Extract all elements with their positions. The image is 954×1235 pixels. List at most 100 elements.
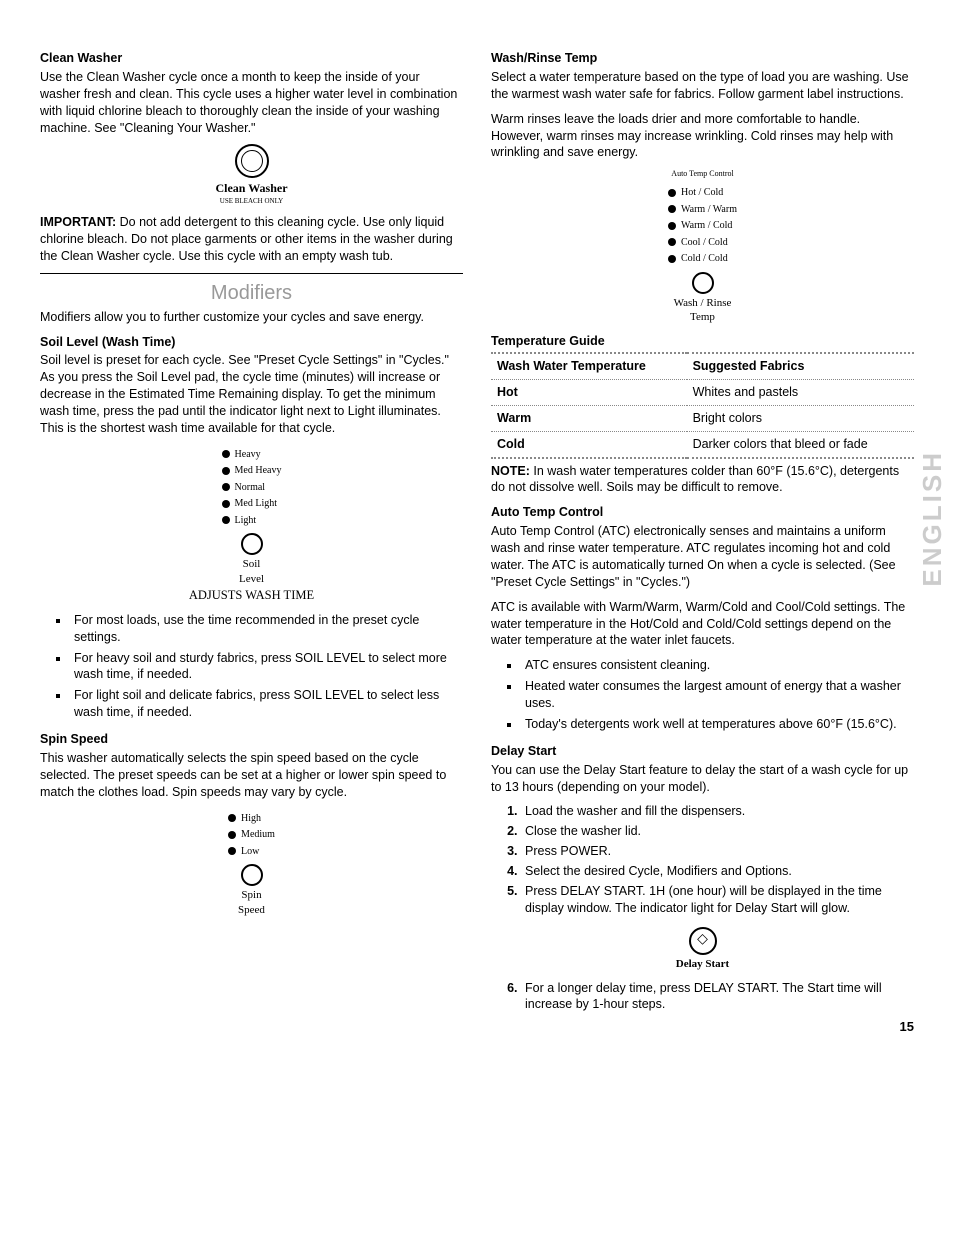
clean-washer-important: IMPORTANT: Do not add detergent to this … bbox=[40, 214, 463, 265]
list-item: For heavy soil and sturdy fabrics, press… bbox=[70, 650, 463, 684]
modifiers-intro: Modifiers allow you to further customize… bbox=[40, 309, 463, 326]
list-item: Press POWER. bbox=[521, 843, 914, 860]
soil-level-heading: Soil Level (Wash Time) bbox=[40, 334, 463, 351]
dot-icon bbox=[668, 238, 676, 246]
list-item: Heated water consumes the largest amount… bbox=[521, 678, 914, 712]
delay-steps-cont: For a longer delay time, press DELAY STA… bbox=[491, 980, 914, 1014]
atc-bullets: ATC ensures consistent cleaning. Heated … bbox=[491, 657, 914, 733]
knob-icon bbox=[692, 272, 714, 294]
page-number: 15 bbox=[900, 1018, 914, 1036]
temp-level-label: Cold / Cold bbox=[681, 253, 728, 264]
dot-icon bbox=[668, 222, 676, 230]
temp-guide-note: NOTE: In wash water temperatures colder … bbox=[491, 463, 914, 497]
soil-level-label: Normal bbox=[235, 482, 266, 493]
soil-level-label: Med Light bbox=[235, 498, 278, 509]
list-item: For most loads, use the time recommended… bbox=[70, 612, 463, 646]
spin-level-label: Low bbox=[241, 846, 259, 857]
wr-fig-cap2: Temp bbox=[491, 310, 914, 325]
temp-level-item: Cool / Cold bbox=[668, 236, 737, 250]
delay-start-heading: Delay Start bbox=[491, 743, 914, 760]
temp-level-item: Warm / Warm bbox=[668, 203, 737, 217]
dot-icon bbox=[668, 255, 676, 263]
left-column: Clean Washer Use the Clean Washer cycle … bbox=[40, 50, 463, 1023]
clean-washer-figure: Clean Washer USE BLEACH ONLY bbox=[40, 144, 463, 206]
spin-level-label: High bbox=[241, 813, 261, 824]
temp-col2: Suggested Fabrics bbox=[687, 353, 914, 379]
wash-rinse-figure: Auto Temp Control Hot / Cold Warm / Warm… bbox=[491, 169, 914, 325]
soil-level-item: Med Light bbox=[222, 497, 282, 511]
soil-level-body: Soil level is preset for each cycle. See… bbox=[40, 352, 463, 436]
soil-level-figure: Heavy Med Heavy Normal Med Light Light S… bbox=[40, 445, 463, 604]
section-divider bbox=[40, 273, 463, 274]
list-item: For light soil and delicate fabrics, pre… bbox=[70, 687, 463, 721]
wash-rinse-p1: Select a water temperature based on the … bbox=[491, 69, 914, 103]
delay-start-icon bbox=[689, 927, 717, 955]
temp-cell: Warm bbox=[491, 405, 687, 431]
washer-drum-icon bbox=[235, 144, 269, 178]
temp-cell: Darker colors that bleed or fade bbox=[687, 431, 914, 457]
temp-guide-heading: Temperature Guide bbox=[491, 333, 914, 350]
dot-icon bbox=[222, 500, 230, 508]
clean-washer-heading: Clean Washer bbox=[40, 50, 463, 67]
list-item: For a longer delay time, press DELAY STA… bbox=[521, 980, 914, 1014]
list-item: Select the desired Cycle, Modifiers and … bbox=[521, 863, 914, 880]
wr-fig-cap1: Wash / Rinse bbox=[491, 296, 914, 311]
clean-washer-fig-cap1: Clean Washer bbox=[40, 180, 463, 196]
soil-fig-cap2: Level bbox=[40, 572, 463, 587]
soil-level-item: Med Heavy bbox=[222, 464, 282, 478]
dot-icon bbox=[222, 483, 230, 491]
delay-start-intro: You can use the Delay Start feature to d… bbox=[491, 762, 914, 796]
soil-level-label: Light bbox=[235, 515, 257, 526]
dot-icon bbox=[668, 189, 676, 197]
page-columns: Clean Washer Use the Clean Washer cycle … bbox=[40, 50, 914, 1023]
spin-level-item: Low bbox=[228, 845, 275, 859]
soil-level-label: Med Heavy bbox=[235, 465, 282, 476]
list-item: Today's detergents work well at temperat… bbox=[521, 716, 914, 733]
dot-icon bbox=[222, 516, 230, 524]
temp-level-label: Hot / Cold bbox=[681, 187, 723, 198]
temp-col1: Wash Water Temperature bbox=[491, 353, 687, 379]
knob-icon bbox=[241, 533, 263, 555]
temp-cell: Whites and pastels bbox=[687, 379, 914, 405]
spin-speed-heading: Spin Speed bbox=[40, 731, 463, 748]
spin-speed-figure: High Medium Low Spin Speed bbox=[40, 809, 463, 918]
spin-fig-cap1: Spin bbox=[40, 888, 463, 903]
clean-washer-body: Use the Clean Washer cycle once a month … bbox=[40, 69, 463, 137]
delay-fig-cap: Delay Start bbox=[491, 957, 914, 972]
list-item: Press DELAY START. 1H (one hour) will be… bbox=[521, 883, 914, 917]
delay-steps: Load the washer and fill the dispensers.… bbox=[491, 803, 914, 916]
temp-guide-table: Wash Water Temperature Suggested Fabrics… bbox=[491, 352, 914, 459]
list-item: ATC ensures consistent cleaning. bbox=[521, 657, 914, 674]
language-tab: ENGLISH bbox=[915, 450, 950, 587]
wash-rinse-p2: Warm rinses leave the loads drier and mo… bbox=[491, 111, 914, 162]
temp-level-item: Hot / Cold bbox=[668, 186, 737, 200]
soil-level-item: Heavy bbox=[222, 448, 282, 462]
table-row: ColdDarker colors that bleed or fade bbox=[491, 431, 914, 457]
dot-icon bbox=[668, 205, 676, 213]
soil-level-label: Heavy bbox=[235, 449, 261, 460]
soil-fig-cap3: ADJUSTS WASH TIME bbox=[40, 587, 463, 604]
temp-level-label: Warm / Cold bbox=[681, 220, 732, 231]
dot-icon bbox=[228, 847, 236, 855]
delay-start-figure: Delay Start bbox=[491, 927, 914, 972]
table-row: HotWhites and pastels bbox=[491, 379, 914, 405]
right-column: Wash/Rinse Temp Select a water temperatu… bbox=[491, 50, 914, 1023]
atc-top-label: Auto Temp Control bbox=[491, 169, 914, 180]
knob-icon bbox=[241, 864, 263, 886]
soil-level-item: Normal bbox=[222, 481, 282, 495]
temp-level-item: Cold / Cold bbox=[668, 252, 737, 266]
atc-p1: Auto Temp Control (ATC) electronically s… bbox=[491, 523, 914, 591]
spin-fig-cap2: Speed bbox=[40, 903, 463, 918]
note-text: In wash water temperatures colder than 6… bbox=[491, 464, 899, 495]
note-label: NOTE: bbox=[491, 464, 530, 478]
temp-level-label: Warm / Warm bbox=[681, 204, 737, 215]
modifiers-heading: Modifiers bbox=[40, 280, 463, 307]
soil-fig-cap1: Soil bbox=[40, 557, 463, 572]
spin-level-item: Medium bbox=[228, 828, 275, 842]
soil-bullets: For most loads, use the time recommended… bbox=[40, 612, 463, 721]
atc-p2: ATC is available with Warm/Warm, Warm/Co… bbox=[491, 599, 914, 650]
table-row: WarmBright colors bbox=[491, 405, 914, 431]
dot-icon bbox=[228, 814, 236, 822]
soil-level-item: Light bbox=[222, 514, 282, 528]
spin-level-label: Medium bbox=[241, 829, 275, 840]
